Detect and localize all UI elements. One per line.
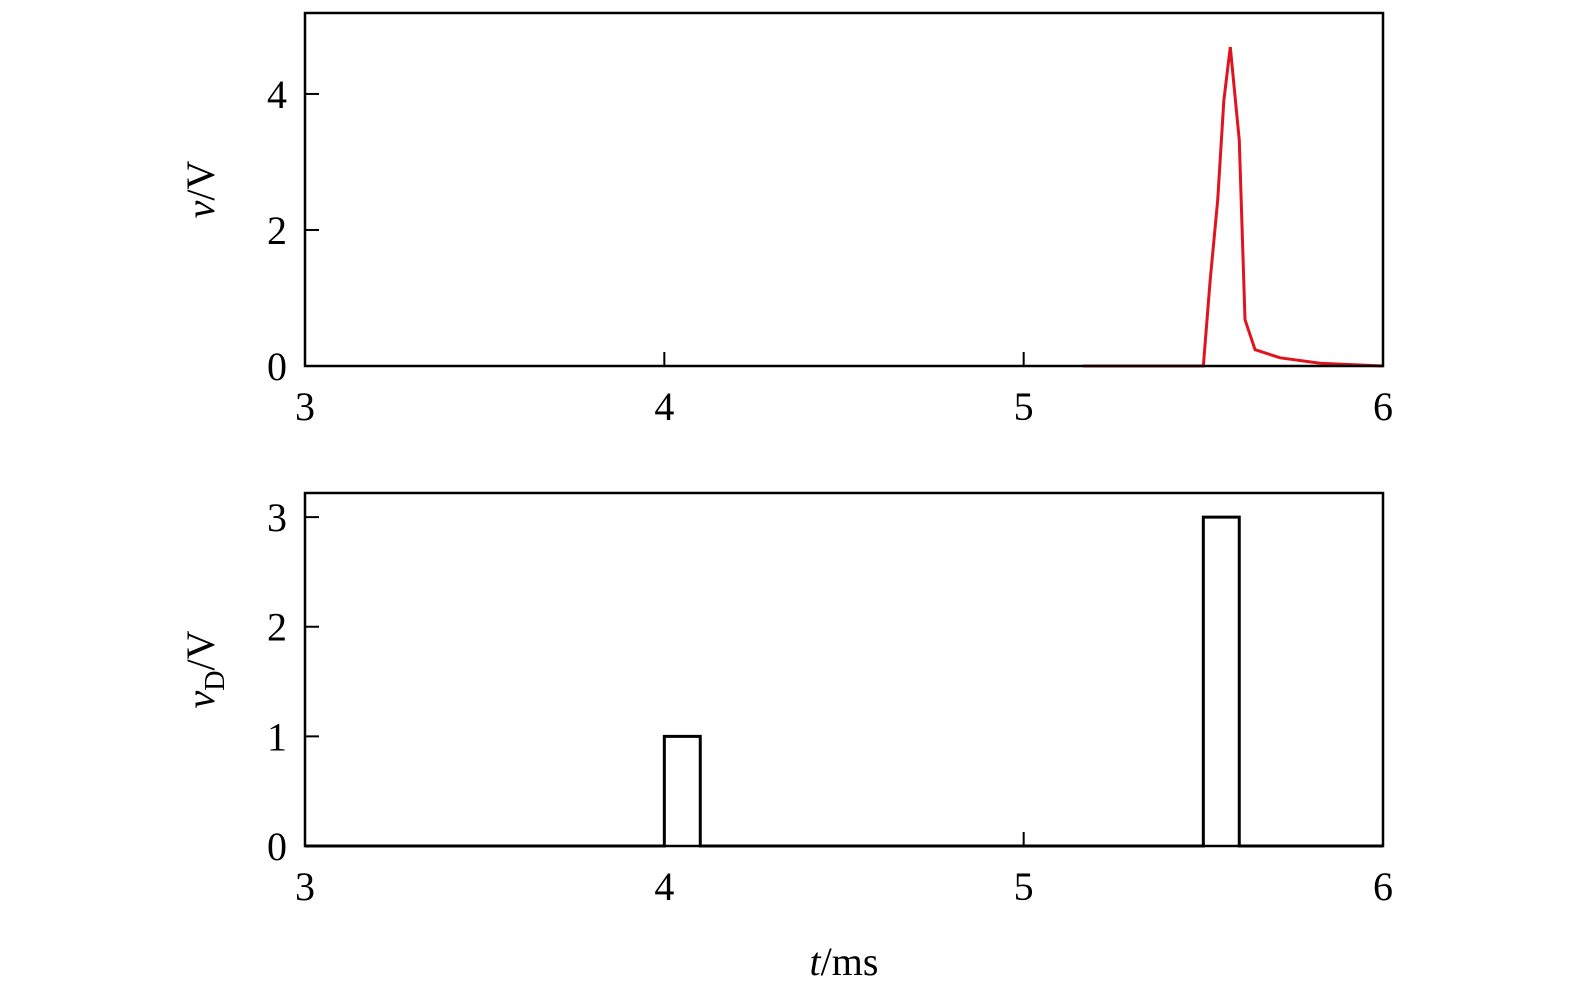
x-tick-label: 3 <box>295 864 315 909</box>
y-tick-label: 4 <box>267 72 287 117</box>
x-tick-label: 6 <box>1373 384 1393 429</box>
y-tick-label: 3 <box>267 495 287 540</box>
y-axis-label: vD/V <box>178 630 231 708</box>
label-part: /V <box>178 161 223 201</box>
y-tick-label: 0 <box>267 824 287 869</box>
x-tick-label: 6 <box>1373 864 1393 909</box>
data-line <box>305 515 1383 848</box>
y-tick-label: 1 <box>267 714 287 759</box>
label-part: t <box>810 939 822 984</box>
y-tick-label: 2 <box>267 605 287 650</box>
y-tick-label: 0 <box>267 344 287 389</box>
x-tick-label: 4 <box>654 384 674 429</box>
label-part: v <box>178 691 223 709</box>
data-line <box>1082 46 1384 368</box>
label-part: /ms <box>821 939 879 984</box>
x-tick-label: 4 <box>654 864 674 909</box>
x-tick-label: 5 <box>1014 384 1034 429</box>
label-part: /V <box>178 630 223 670</box>
x-tick-label: 5 <box>1014 864 1034 909</box>
y-axis-label: v/V <box>178 161 223 219</box>
axes-frame <box>303 11 1385 368</box>
label-part: D <box>200 671 231 691</box>
label-part: v <box>178 200 223 218</box>
y-tick-label: 2 <box>267 208 287 253</box>
x-tick-label: 3 <box>295 384 315 429</box>
axes-frame <box>303 491 1385 848</box>
x-axis-label: t/ms <box>810 939 879 984</box>
